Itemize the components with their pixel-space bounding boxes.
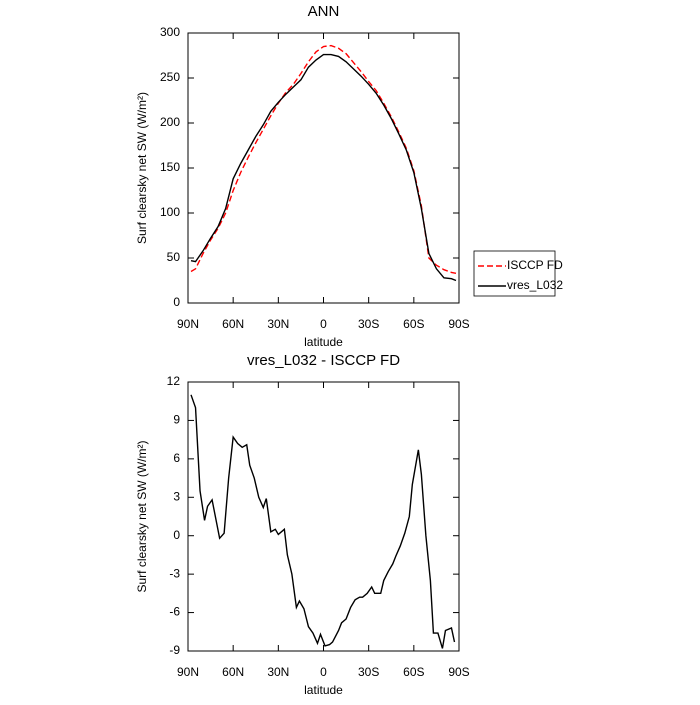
legend-box — [473, 250, 556, 297]
y-tick-label: -3 — [169, 566, 180, 580]
x-tick-label: 90S — [448, 317, 469, 331]
x-tick-label: 60N — [222, 665, 244, 679]
plot-frame — [187, 381, 460, 652]
x-tick-label: 60S — [403, 317, 424, 331]
y-tick-label: -6 — [169, 605, 180, 619]
y-tick-label: 50 — [167, 250, 181, 264]
y-tick-label: 150 — [160, 160, 180, 174]
x-tick-label: 0 — [320, 317, 327, 331]
data-line — [190, 394, 456, 649]
chart-title: vres_L032 - ISCCP FD — [247, 352, 400, 369]
y-tick-label: 250 — [160, 70, 180, 84]
x-axis-label: latitude — [304, 683, 343, 697]
y-axis-label: Surf clearsky net SW (W/m²) — [135, 440, 149, 592]
y-tick-label: 9 — [173, 413, 180, 427]
x-tick-label: 30S — [358, 317, 379, 331]
y-tick-label: 6 — [173, 451, 180, 465]
x-tick-label: 0 — [320, 665, 327, 679]
y-axis-label: Surf clearsky net SW (W/m²) — [135, 92, 149, 244]
data-line — [190, 44, 457, 274]
y-tick-label: 300 — [160, 25, 180, 39]
y-tick-label: -9 — [169, 643, 180, 657]
y-tick-label: 3 — [173, 489, 180, 503]
legend-label: ISCCP FD — [507, 258, 563, 272]
x-tick-label: 60S — [403, 665, 424, 679]
data-line — [190, 53, 457, 282]
y-tick-label: 200 — [160, 115, 180, 129]
x-tick-label: 90N — [177, 665, 199, 679]
chart-title: ANN — [308, 3, 340, 20]
y-tick-label: 0 — [173, 295, 180, 309]
x-tick-label: 30N — [267, 665, 289, 679]
y-tick-label: 100 — [160, 205, 180, 219]
x-axis-label: latitude — [304, 335, 343, 349]
plot-frame — [187, 32, 460, 304]
legend-label: vres_L032 — [507, 278, 563, 292]
x-tick-label: 90N — [177, 317, 199, 331]
x-tick-label: 90S — [448, 665, 469, 679]
y-tick-label: 12 — [167, 374, 181, 388]
x-tick-label: 30N — [267, 317, 289, 331]
x-tick-label: 30S — [358, 665, 379, 679]
x-tick-label: 60N — [222, 317, 244, 331]
y-tick-label: 0 — [173, 528, 180, 542]
